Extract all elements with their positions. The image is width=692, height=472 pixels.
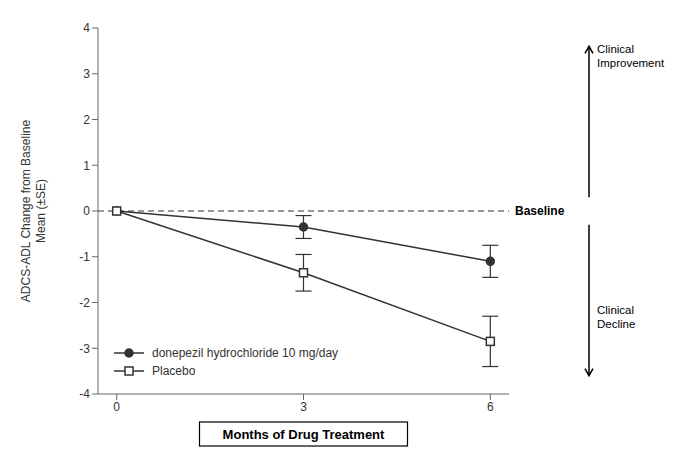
- svg-text:3: 3: [300, 400, 307, 414]
- svg-text:ClinicalDecline: ClinicalDecline: [597, 304, 635, 330]
- html-text:donepezil hydrochloride 10 mg/: donepezil hydrochloride 10 mg/day: [152, 346, 339, 360]
- svg-text:0: 0: [113, 400, 120, 414]
- html-text:Placebo: Placebo: [152, 364, 196, 378]
- svg-text:Months of Drug Treatment: Months of Drug Treatment: [223, 427, 385, 442]
- svg-text:3: 3: [83, 67, 90, 81]
- svg-text:-1: -1: [79, 250, 90, 264]
- svg-text:1: 1: [83, 159, 90, 173]
- svg-text:6: 6: [487, 400, 494, 414]
- svg-text:Baseline: Baseline: [515, 204, 565, 218]
- svg-text:-2: -2: [79, 296, 90, 310]
- svg-text:2: 2: [83, 113, 90, 127]
- svg-text:-3: -3: [79, 342, 90, 356]
- svg-text:-4: -4: [79, 387, 90, 401]
- svg-text:ADCS-ADL Change from BaselineM: ADCS-ADL Change from BaselineMean (±SE): [19, 120, 48, 303]
- svg-text:ClinicalImprovement: ClinicalImprovement: [597, 43, 665, 69]
- svg-text:4: 4: [83, 21, 90, 35]
- svg-text:0: 0: [83, 204, 90, 218]
